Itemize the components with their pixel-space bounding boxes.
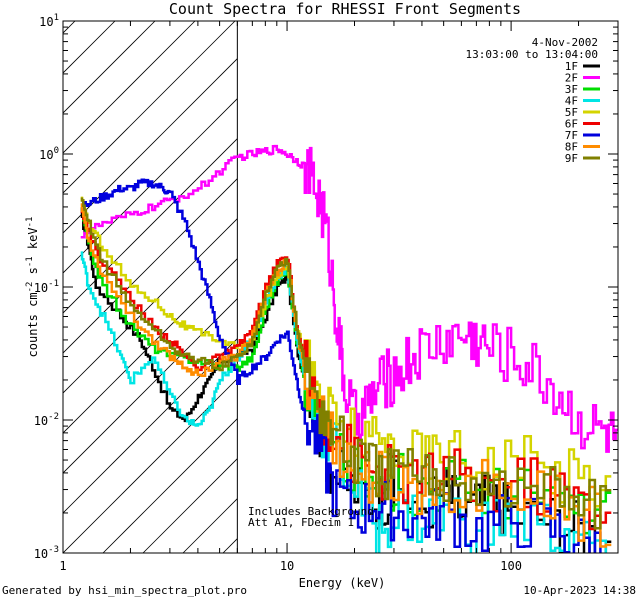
y-tick-label: 101 bbox=[39, 13, 59, 29]
axis-ticks bbox=[62, 20, 619, 554]
hatch-line bbox=[63, 258, 238, 434]
legend-label-7F: 7F bbox=[565, 129, 578, 142]
hatch-line bbox=[102, 418, 238, 553]
y-tick-label: 10-1 bbox=[34, 279, 59, 295]
x-tick-label: 1 bbox=[59, 559, 66, 573]
y-axis-label: counts cm-2 s-1 keV-1 bbox=[25, 217, 40, 358]
legend-label-3F: 3F bbox=[565, 83, 578, 96]
annotation-attenuator: Att A1, FDecim 1 bbox=[248, 516, 354, 529]
x-tick-label: 10 bbox=[280, 559, 294, 573]
series-lines bbox=[80, 21, 618, 553]
y-tick-labels: 10-3 10-2 10-1 100 101 bbox=[34, 13, 59, 561]
hatch-line bbox=[63, 298, 238, 474]
chart-title: Count Spectra for RHESSI Front Segments bbox=[169, 0, 521, 18]
legend-label-9F: 9F bbox=[565, 152, 578, 165]
hatch-line bbox=[63, 21, 196, 154]
legend-label-5F: 5F bbox=[565, 106, 578, 119]
hatch-line bbox=[63, 218, 238, 394]
hatch-line bbox=[63, 338, 238, 514]
hatch-line bbox=[63, 21, 236, 194]
legend-label-6F: 6F bbox=[565, 118, 578, 131]
generated-by-label: Generated by hsi_min_spectra_plot.pro bbox=[2, 584, 247, 597]
hatch-line bbox=[142, 458, 238, 553]
legend-date: 4-Nov-2002 bbox=[532, 36, 598, 49]
x-tick-label: 100 bbox=[500, 559, 522, 573]
legend-time-range: 13:03:00 to 13:04:00 bbox=[466, 48, 598, 61]
generated-timestamp: 10-Apr-2023 14:38 bbox=[523, 584, 636, 597]
hatch-line bbox=[63, 378, 238, 553]
annotation-background: Includes Background bbox=[248, 505, 374, 518]
legend-label-4F: 4F bbox=[565, 95, 578, 108]
series-line-7F bbox=[80, 178, 602, 553]
x-axis-label: Energy (keV) bbox=[299, 576, 386, 590]
y-tick-label: 10-3 bbox=[34, 545, 59, 561]
x-tick-labels: 1 10 100 bbox=[59, 559, 522, 573]
y-tick-label: 100 bbox=[39, 146, 59, 162]
hatch-line bbox=[63, 58, 238, 234]
hatch-line bbox=[63, 178, 238, 354]
hatch-line bbox=[63, 98, 238, 274]
legend-label-1F: 1F bbox=[565, 60, 578, 73]
series-line-9F bbox=[80, 197, 612, 530]
legend-label-8F: 8F bbox=[565, 141, 578, 154]
hatch-line bbox=[63, 21, 156, 114]
y-tick-label: 10-2 bbox=[34, 412, 59, 428]
series-line-2F bbox=[80, 144, 618, 453]
legend-label-2F: 2F bbox=[565, 72, 578, 85]
